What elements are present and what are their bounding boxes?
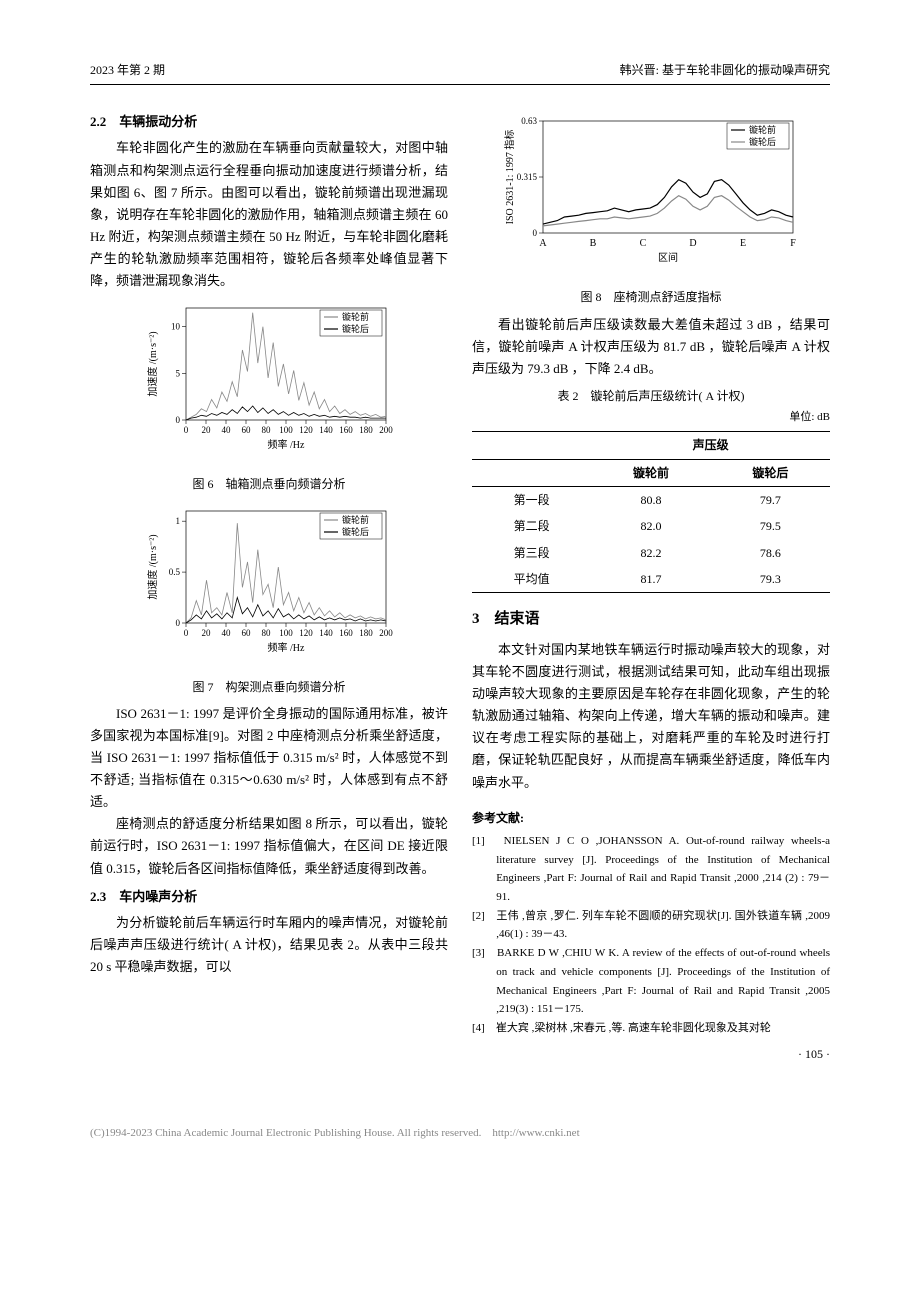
references-list: [1] NIELSEN J C O ,JOHANSSON A. Out-of-r… — [472, 832, 830, 1038]
figure-7: 0 0.5 1 0 20 40 60 80 100 120 140 160 180 200 频率 /Hz 加速… — [90, 503, 448, 697]
paragraph-4: 为分析镟轮前后车辆运行时车厢内的噪声情况，对镟轮前后噪声声压级进行统计( A 计… — [90, 912, 448, 978]
svg-text:80: 80 — [262, 628, 272, 638]
paragraph-6: 本文针对国内某地铁车辆运行时振动噪声较大的现象，对其车轮不圆度进行测试，根据测试… — [472, 639, 830, 794]
running-header: 2023 年第 2 期 韩兴晋: 基于车轮非圆化的振动噪声研究 — [90, 60, 830, 85]
paragraph-3: 座椅测点的舒适度分析结果如图 8 所示，可以看出，镟轮前运行时，ISO 2631… — [90, 813, 448, 879]
svg-text:0: 0 — [176, 415, 181, 425]
publisher-footer: (C)1994-2023 China Academic Journal Elec… — [0, 1104, 920, 1173]
paragraph-5: 看出镟轮前后声压级读数最大差值未超过 3 dB ，结果可信，镟轮前噪声 A 计权… — [472, 314, 830, 380]
svg-text:镟轮前: 镟轮前 — [342, 514, 369, 525]
svg-text:镟轮后: 镟轮后 — [342, 526, 369, 537]
svg-text:0.315: 0.315 — [517, 172, 538, 182]
footer-text: (C)1994-2023 China Academic Journal Elec… — [90, 1127, 481, 1139]
figure-7-caption: 图 7 构架测点垂向频谱分析 — [90, 677, 448, 697]
svg-text:40: 40 — [222, 628, 232, 638]
table-2: 声压级镟轮前镟轮后第一段80.879.7第二段82.079.5第三段82.278… — [472, 431, 830, 593]
table-2-title: 表 2 镟轮前后声压级统计( A 计权) — [472, 386, 830, 406]
svg-text:ISO 2631-1: 1997 指标: ISO 2631-1: 1997 指标 — [503, 130, 516, 225]
reference-item: [1] NIELSEN J C O ,JOHANSSON A. Out-of-r… — [472, 832, 830, 907]
references-title: 参考文献: — [472, 808, 830, 828]
svg-text:120: 120 — [299, 425, 313, 435]
svg-text:1: 1 — [176, 516, 181, 526]
reference-item: [4] 崔大宾 ,梁树林 ,宋春元 ,等. 高速车轮非圆化现象及其对轮 — [472, 1019, 830, 1038]
svg-text:0: 0 — [184, 425, 189, 435]
figure-6-chart: 0510020406080100120140160180200频率 /Hz加速度… — [144, 300, 394, 470]
svg-text:F: F — [790, 238, 796, 249]
svg-text:镟轮后: 镟轮后 — [342, 323, 369, 334]
table-2-unit: 单位: dB — [472, 408, 830, 427]
paragraph-1: 车轮非圆化产生的激励在车辆垂向贡献量较大，对图中轴箱测点和构架测点运行全程垂向振… — [90, 137, 448, 292]
svg-text:200: 200 — [379, 628, 393, 638]
svg-text:镟轮后: 镟轮后 — [749, 136, 776, 147]
svg-text:80: 80 — [262, 425, 272, 435]
left-column: 2.2 车辆振动分析 车轮非圆化产生的激励在车辆垂向贡献量较大，对图中轴箱测点和… — [90, 105, 448, 1064]
svg-text:5: 5 — [176, 368, 181, 378]
paragraph-2: ISO 2631－1: 1997 是评价全身振动的国际通用标准，被许多国家视为本… — [90, 703, 448, 813]
section-2-2-title: 2.2 车辆振动分析 — [90, 111, 448, 133]
right-column: 0 0.315 0.63 A B C D E F 区间 ISO 2631-1: 1997 指标 镟轮前… — [472, 105, 830, 1064]
svg-text:镟轮前: 镟轮前 — [749, 124, 776, 135]
svg-text:20: 20 — [202, 425, 212, 435]
svg-text:120: 120 — [299, 628, 313, 638]
footer-link[interactable]: http://www.cnki.net — [492, 1127, 579, 1139]
svg-text:100: 100 — [279, 628, 293, 638]
svg-text:40: 40 — [222, 425, 232, 435]
svg-text:0.63: 0.63 — [521, 116, 537, 126]
running-title: 韩兴晋: 基于车轮非圆化的振动噪声研究 — [620, 60, 830, 80]
svg-text:C: C — [640, 238, 647, 249]
svg-text:0: 0 — [533, 228, 538, 238]
page: 2023 年第 2 期 韩兴晋: 基于车轮非圆化的振动噪声研究 2.2 车辆振动… — [0, 0, 920, 1104]
reference-item: [3] BARKE D W ,CHIU W K. A review of the… — [472, 944, 830, 1019]
svg-text:0.5: 0.5 — [169, 567, 181, 577]
issue-label: 2023 年第 2 期 — [90, 60, 165, 80]
svg-text:加速度 /(m·s⁻²): 加速度 /(m·s⁻²) — [146, 534, 159, 599]
svg-text:B: B — [590, 238, 597, 249]
svg-text:区间: 区间 — [658, 251, 678, 264]
page-number: · 105 · — [472, 1044, 830, 1064]
svg-text:180: 180 — [359, 628, 373, 638]
figure-8-caption: 图 8 座椅测点舒适度指标 — [472, 287, 830, 307]
svg-text:200: 200 — [379, 425, 393, 435]
svg-text:频率 /Hz: 频率 /Hz — [268, 641, 305, 654]
figure-8-chart: 0 0.315 0.63 A B C D E F 区间 ISO 2631-1: 1997 指标 镟轮前… — [501, 113, 801, 283]
svg-text:20: 20 — [202, 628, 212, 638]
svg-text:加速度 /(m·s⁻²): 加速度 /(m·s⁻²) — [146, 332, 159, 397]
svg-text:0: 0 — [184, 628, 189, 638]
section-3-title: 3 结束语 — [472, 607, 830, 633]
svg-text:镟轮前: 镟轮前 — [342, 311, 369, 322]
svg-text:60: 60 — [242, 628, 252, 638]
svg-text:160: 160 — [339, 425, 353, 435]
svg-text:140: 140 — [319, 628, 333, 638]
figure-7-chart: 0 0.5 1 0 20 40 60 80 100 120 140 160 180 200 频率 /Hz 加速… — [144, 503, 394, 673]
svg-text:100: 100 — [279, 425, 293, 435]
figure-6: 0510020406080100120140160180200频率 /Hz加速度… — [90, 300, 448, 494]
svg-text:140: 140 — [319, 425, 333, 435]
svg-text:10: 10 — [171, 322, 181, 332]
svg-text:180: 180 — [359, 425, 373, 435]
svg-text:频率 /Hz: 频率 /Hz — [268, 438, 305, 451]
figure-6-caption: 图 6 轴箱测点垂向频谱分析 — [90, 474, 448, 494]
svg-text:E: E — [740, 238, 746, 249]
two-column-layout: 2.2 车辆振动分析 车轮非圆化产生的激励在车辆垂向贡献量较大，对图中轴箱测点和… — [90, 105, 830, 1064]
section-2-3-title: 2.3 车内噪声分析 — [90, 886, 448, 908]
svg-text:0: 0 — [176, 618, 181, 628]
reference-item: [2] 王伟 ,曾京 ,罗仁. 列车车轮不圆顺的研究现状[J]. 国外铁道车辆 … — [472, 907, 830, 944]
svg-text:60: 60 — [242, 425, 252, 435]
svg-text:160: 160 — [339, 628, 353, 638]
figure-8: 0 0.315 0.63 A B C D E F 区间 ISO 2631-1: 1997 指标 镟轮前… — [472, 113, 830, 307]
svg-text:D: D — [689, 238, 696, 249]
svg-text:A: A — [539, 238, 547, 249]
